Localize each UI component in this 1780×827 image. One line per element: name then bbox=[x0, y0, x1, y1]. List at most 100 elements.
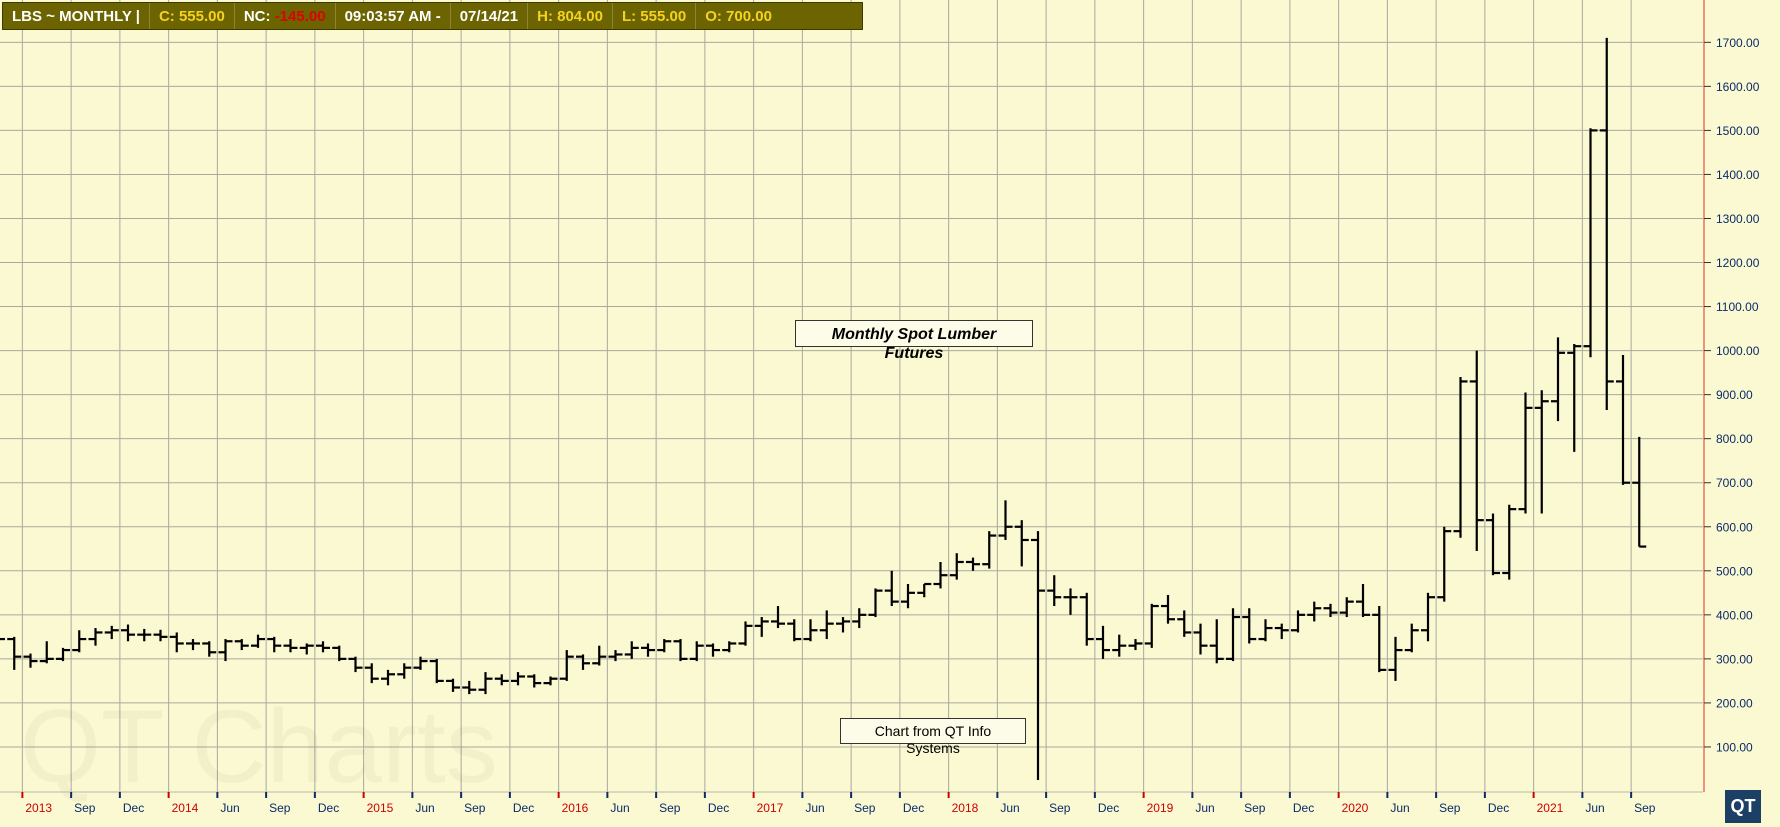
ohlc-bar bbox=[1063, 588, 1078, 615]
x-tick-label: 2014 bbox=[172, 801, 199, 815]
net-change-value: -145.00 bbox=[274, 7, 326, 25]
ohlc-bar bbox=[641, 643, 655, 657]
x-tick-label: Sep bbox=[1439, 801, 1461, 815]
x-tick-label: Jun bbox=[415, 801, 434, 815]
ohlc-bar bbox=[1209, 619, 1224, 664]
ohlc-bar bbox=[1453, 377, 1468, 538]
ohlc-bar bbox=[1096, 625, 1110, 659]
y-tick-label: 1400.00 bbox=[1716, 168, 1760, 182]
symbol-label: LBS ~ MONTHLY | bbox=[3, 3, 150, 29]
ohlc-bar bbox=[348, 656, 363, 673]
chart-grid bbox=[0, 0, 1703, 792]
y-tick-label: 1300.00 bbox=[1716, 212, 1760, 226]
ohlc-bar bbox=[121, 624, 135, 642]
x-tick-label: Dec bbox=[1488, 801, 1509, 815]
x-tick-label: Jun bbox=[610, 801, 629, 815]
ohlc-bar bbox=[1112, 634, 1127, 657]
ohlc-bar bbox=[267, 636, 282, 653]
ohlc-bar bbox=[1274, 623, 1289, 640]
ohlc-bar bbox=[1469, 350, 1484, 551]
ohlc-bar bbox=[1307, 601, 1322, 622]
ohlc-bar bbox=[1242, 608, 1257, 644]
ohlc-bar bbox=[299, 643, 314, 655]
x-tick-label: Dec bbox=[1293, 801, 1314, 815]
x-tick-label: 2015 bbox=[367, 801, 394, 815]
chart-title: Monthly Spot Lumber Futures bbox=[795, 320, 1033, 362]
ohlc-bar bbox=[511, 672, 525, 686]
ohlc-bar bbox=[494, 674, 509, 686]
ohlc-bar bbox=[1079, 592, 1094, 646]
x-tick-label: Dec bbox=[903, 801, 924, 815]
ohlc-bar bbox=[1177, 610, 1192, 637]
ohlc-bar bbox=[933, 561, 948, 589]
x-tick-label: Sep bbox=[854, 801, 876, 815]
ohlc-bar bbox=[836, 617, 850, 633]
x-tick-label: Dec bbox=[1098, 801, 1119, 815]
ohlc-bar bbox=[966, 557, 980, 571]
ohlc-bar bbox=[283, 639, 298, 653]
ohlc-bar bbox=[413, 656, 428, 670]
ohlc-bar bbox=[624, 641, 639, 659]
x-tick-label: 2013 bbox=[25, 801, 52, 815]
x-tick-label: 2017 bbox=[757, 801, 784, 815]
ohlc-bar bbox=[1014, 520, 1029, 567]
ohlc-bar bbox=[722, 641, 737, 653]
ohlc-bar bbox=[1502, 504, 1517, 580]
ohlc-bar bbox=[1372, 606, 1387, 673]
ohlc-bar bbox=[868, 588, 883, 618]
x-tick-label: Dec bbox=[318, 801, 339, 815]
ohlc-bar bbox=[104, 625, 119, 640]
quote-header: LBS ~ MONTHLY | C: 555.00 NC: -145.00 09… bbox=[2, 2, 863, 30]
ohlc-bar bbox=[1144, 603, 1159, 648]
ohlc-bar bbox=[234, 639, 249, 651]
ohlc-bar bbox=[738, 621, 753, 646]
x-tick-label: Jun bbox=[805, 801, 824, 815]
ohlc-bar bbox=[446, 678, 460, 692]
ohlc-bar bbox=[218, 639, 233, 662]
ohlc-bar bbox=[1356, 584, 1370, 618]
x-tick-label: 2018 bbox=[952, 801, 979, 815]
time-value: 09:03:57 AM - bbox=[336, 3, 451, 29]
net-change-label: NC: bbox=[243, 7, 271, 25]
ohlc-bar bbox=[1047, 575, 1062, 607]
x-tick-label: Jun bbox=[1000, 801, 1019, 815]
ohlc-bar bbox=[39, 641, 54, 664]
y-axis: 100.00 200.00 300.00 400.00 500.00 600.00 700.… bbox=[1703, 0, 1760, 792]
y-tick-label: 1600.00 bbox=[1716, 80, 1760, 94]
ohlc-bar bbox=[917, 582, 932, 598]
ohlc-bar bbox=[949, 553, 964, 580]
x-tick-label: Jun bbox=[220, 801, 239, 815]
ohlc-bar bbox=[787, 619, 802, 642]
ohlc-bar bbox=[1404, 623, 1419, 653]
x-tick-label: 2020 bbox=[1342, 801, 1369, 815]
y-tick-label: 900.00 bbox=[1716, 388, 1753, 402]
ohlc-bar bbox=[901, 584, 915, 609]
ohlc-bar bbox=[1534, 390, 1549, 514]
ohlc-bar bbox=[397, 663, 412, 679]
x-tick-label: 2019 bbox=[1147, 801, 1174, 815]
ohlc-bar bbox=[608, 650, 623, 662]
ohlc-bar bbox=[852, 608, 867, 629]
y-tick-label: 1200.00 bbox=[1716, 256, 1760, 270]
ohlc-series bbox=[0, 37, 1647, 780]
y-tick-label: 300.00 bbox=[1716, 652, 1753, 666]
ohlc-bar bbox=[771, 606, 785, 629]
ohlc-bar bbox=[576, 654, 590, 670]
ohlc-bar bbox=[1486, 513, 1500, 576]
ohlc-bar bbox=[543, 676, 558, 686]
ohlc-bar bbox=[592, 645, 607, 666]
ohlc-bar bbox=[998, 500, 1013, 540]
ohlc-bar bbox=[1031, 531, 1045, 780]
ohlc-bar bbox=[1551, 337, 1565, 422]
low-value: L: 555.00 bbox=[613, 3, 697, 29]
ohlc-bar bbox=[657, 639, 672, 653]
x-tick-label: Jun bbox=[1390, 801, 1409, 815]
y-tick-label: 400.00 bbox=[1716, 608, 1753, 622]
y-tick-label: 100.00 bbox=[1716, 740, 1753, 754]
ohlc-bar bbox=[7, 636, 22, 670]
watermark: QT Charts bbox=[20, 689, 498, 805]
qt-logo[interactable]: QT bbox=[1725, 790, 1761, 823]
ohlc-bar bbox=[251, 634, 265, 648]
ohlc-bar bbox=[1291, 610, 1305, 633]
y-tick-label: 800.00 bbox=[1716, 432, 1753, 446]
